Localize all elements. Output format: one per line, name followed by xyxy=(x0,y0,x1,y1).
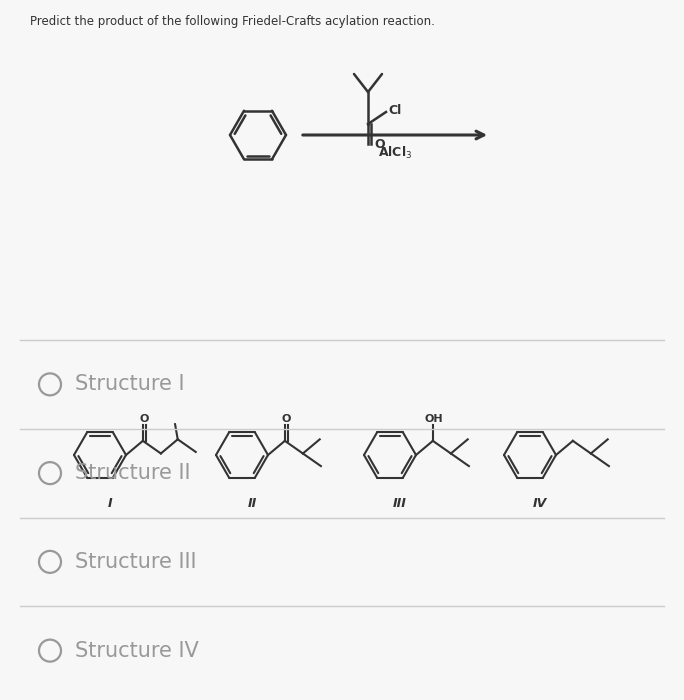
Text: O: O xyxy=(281,414,291,424)
Text: O: O xyxy=(139,414,148,424)
Text: IV: IV xyxy=(533,497,547,510)
Text: O: O xyxy=(374,139,384,151)
Text: Structure IV: Structure IV xyxy=(75,640,199,661)
Text: Predict the product of the following Friedel-Crafts acylation reaction.: Predict the product of the following Fri… xyxy=(30,15,435,28)
Text: II: II xyxy=(248,497,256,510)
Text: Structure III: Structure III xyxy=(75,552,196,572)
Text: I: I xyxy=(107,497,112,510)
Text: Cl: Cl xyxy=(388,104,402,118)
Text: III: III xyxy=(393,497,407,510)
Text: OH: OH xyxy=(425,414,443,424)
Text: Structure II: Structure II xyxy=(75,463,191,483)
Text: AlCl$_3$: AlCl$_3$ xyxy=(378,145,412,161)
Text: Structure I: Structure I xyxy=(75,374,185,394)
